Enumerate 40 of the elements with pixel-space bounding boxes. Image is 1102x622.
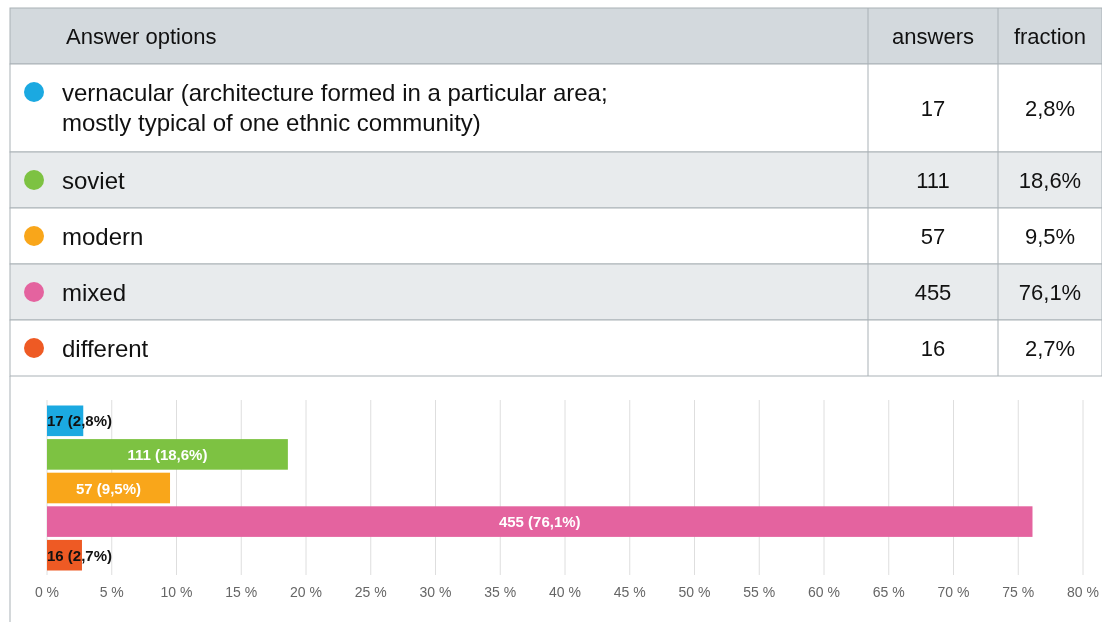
text: fraction (1013, 23, 1087, 49)
x-tick-label: 0 % (34, 584, 60, 600)
text: different (62, 334, 149, 362)
x-tick-label: 35 % (484, 584, 517, 600)
x-tick-label: 5 % (99, 584, 124, 600)
text: 9,5% (1024, 223, 1076, 249)
text: 2,8% (1024, 95, 1076, 121)
bar (47, 439, 288, 470)
x-tick-label: 80 % (1067, 584, 1099, 600)
x-tick-label: 15 % (225, 584, 258, 600)
x-tick-label: 10 % (160, 584, 193, 600)
text: answers (892, 23, 974, 49)
text: 455 (914, 279, 952, 305)
x-tick-label: 20 % (290, 584, 322, 600)
text: 17 (920, 95, 946, 121)
text: 16 (920, 335, 946, 361)
text: modern (62, 222, 144, 250)
text: soviet (62, 166, 126, 194)
data-label: 455 (76,1%) (498, 513, 581, 531)
text: mixed (62, 278, 127, 306)
text: 76,1% (1018, 279, 1082, 305)
text: 111 (916, 167, 950, 193)
text: 57 (920, 223, 946, 249)
x-tick-label: 75 % (1002, 584, 1035, 600)
x-tick-label: 70 % (937, 584, 970, 600)
text: 18,6% (1018, 167, 1082, 193)
x-tick-label: 60 % (808, 584, 840, 600)
x-tick-label: 50 % (678, 584, 711, 600)
x-tick-label: 25 % (354, 584, 387, 600)
x-tick-label: 55 % (743, 584, 776, 600)
data-label: 111 (18,6%) (127, 445, 208, 463)
bar (47, 506, 1033, 537)
x-tick-label: 40 % (549, 584, 581, 600)
x-tick-label: 45 % (613, 584, 646, 600)
x-tick-label: 65 % (872, 584, 905, 600)
x-tick-label: 30 % (419, 584, 452, 600)
text: vernacular (architecture formed in a particular area; mostly typical of one ethnic community) (62, 78, 608, 136)
text: 2,7% (1024, 335, 1076, 361)
text: Answer options (66, 23, 217, 49)
data-label: 57 (9,5%) (75, 479, 142, 497)
